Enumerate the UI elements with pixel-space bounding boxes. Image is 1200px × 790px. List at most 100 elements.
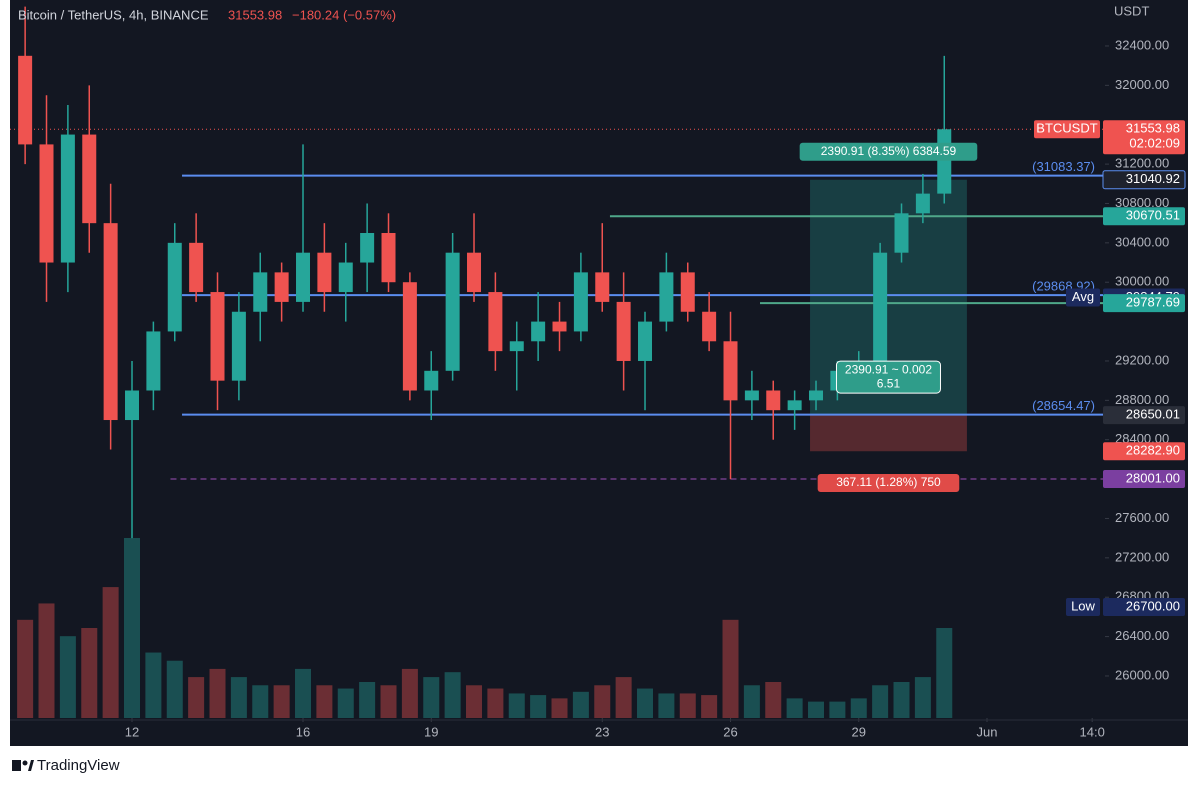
candle-body (167, 242, 182, 332)
volume-bar (637, 688, 654, 718)
candle-body (509, 341, 524, 352)
candle-body (338, 262, 353, 293)
volume-bar (701, 695, 718, 718)
candle-body (638, 321, 653, 361)
x-tick-label: 16 (296, 724, 310, 739)
candle-body (552, 321, 567, 332)
volume-bar (808, 701, 825, 718)
candle-body (723, 341, 738, 401)
volume-bar (81, 628, 98, 718)
candle-body (189, 242, 204, 293)
y-tick-label: 31200.00 (1115, 156, 1169, 171)
x-tick-label: 19 (424, 724, 438, 739)
price-tag-label: 28282.90 (1126, 443, 1180, 458)
candle-body (766, 390, 781, 411)
price-tag (1103, 120, 1185, 155)
price-tag-name-box (1066, 288, 1100, 307)
volume-bar (252, 685, 269, 718)
position-label: 367.11 (1.28%) 750 (836, 475, 941, 489)
price-tag (1102, 170, 1186, 190)
price-tag-label: 28650.01 (1126, 407, 1180, 422)
candle-body (103, 223, 118, 421)
tradingview-logo (12, 760, 34, 771)
chart-background (10, 0, 1188, 746)
x-tick-label: Jun (977, 724, 998, 739)
level-label: (28654.47) (1032, 398, 1095, 413)
candle-body (467, 252, 482, 293)
candle-body (360, 233, 375, 263)
volume-bar (914, 677, 931, 718)
y-tick-label: 30400.00 (1115, 234, 1169, 249)
volume-bar (380, 685, 397, 718)
price-tag-label: 31040.92 (1126, 171, 1180, 186)
price-tag-label: 30670.51 (1126, 208, 1180, 223)
price-tag (1103, 294, 1185, 313)
volume-bar (337, 688, 354, 718)
x-tick-label: 12 (125, 724, 139, 739)
volume-bar (230, 677, 247, 718)
y-tick-label: 26000.00 (1115, 667, 1169, 682)
candle-body (381, 233, 396, 283)
x-tick-label: 29 (852, 724, 866, 739)
position-info: 6.51 (877, 376, 901, 390)
candle-body (402, 282, 417, 391)
candle-body (317, 252, 332, 293)
volume-bar (466, 685, 483, 718)
position-label: 2390.91 (8.35%) 6384.59 (821, 144, 957, 158)
price-tag-name: Avg (1072, 289, 1094, 304)
volume-bar (124, 538, 141, 718)
x-tick-label: 23 (595, 724, 609, 739)
y-tick-label: 26400.00 (1115, 628, 1169, 643)
volume-bar (551, 698, 568, 718)
candle-body (680, 272, 695, 312)
volume-bar (166, 660, 183, 718)
volume-bar (17, 619, 34, 718)
candle-body (744, 390, 759, 401)
volume-bar (743, 685, 760, 718)
candle-body (787, 400, 802, 411)
candle-body (125, 390, 140, 421)
volume-bar (786, 698, 803, 718)
candle-body (296, 252, 311, 302)
level-label: (31083.37) (1032, 159, 1095, 174)
candle-body (809, 390, 824, 401)
volume-bar (658, 693, 675, 718)
candle-body (253, 272, 268, 312)
price-tag-label: 28001.00 (1126, 470, 1180, 485)
candle-body (702, 311, 717, 342)
volume-bar (295, 668, 312, 718)
volume-bar (572, 691, 589, 718)
price-tag (1103, 207, 1185, 226)
volume-bar (872, 685, 889, 718)
price-tag-name: BTCUSDT (1036, 121, 1097, 136)
position-label-box (817, 473, 960, 492)
volume-bar (209, 668, 226, 718)
price-tag-label: 26700.00 (1126, 598, 1180, 613)
candle-body (424, 370, 439, 391)
volume-bar (145, 652, 162, 718)
volume-bar (936, 628, 953, 718)
volume-bar (38, 603, 55, 718)
volume-bar (401, 668, 418, 718)
price-change: −180.24 (−0.57%) (292, 7, 396, 22)
volume-bar (316, 685, 333, 718)
candle-body (210, 292, 225, 381)
price-tag (1103, 442, 1185, 461)
volume-bar (850, 698, 867, 718)
candle-body (18, 55, 33, 145)
price-tag-label: 31553.98 (1126, 121, 1180, 136)
candle-body (659, 272, 674, 322)
candle-body (274, 272, 289, 302)
volume-bar (508, 693, 525, 718)
axis-unit: USDT (1114, 3, 1149, 18)
volume-bar (679, 693, 696, 718)
y-tick-label: 29200.00 (1115, 352, 1169, 367)
volume-bar (487, 688, 504, 718)
volume-bar (594, 685, 611, 718)
position-label-box (799, 142, 978, 161)
candle-body (937, 129, 952, 194)
candle-body (573, 272, 588, 332)
volume-bar (188, 677, 205, 718)
volume-bar (530, 695, 547, 718)
